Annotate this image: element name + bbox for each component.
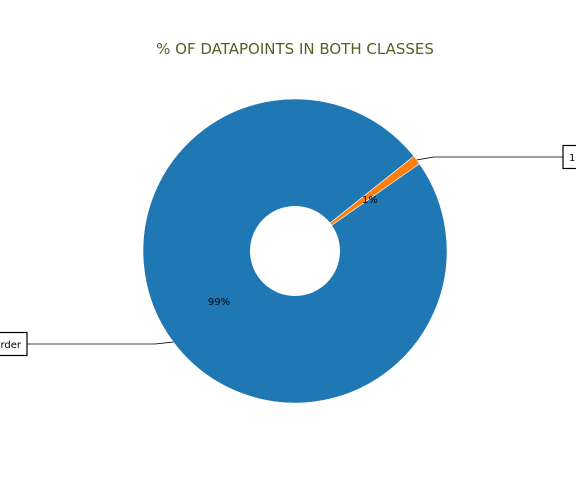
annotation-text-1: 1 [569, 153, 575, 164]
annotation-box-order [0, 331, 28, 357]
annotation-box-1 [562, 144, 576, 170]
chart-title: % OF DATAPOINTS IN BOTH CLASSES [156, 40, 434, 58]
annotation-text-order: order [0, 340, 22, 351]
leader-line-1 [416, 156, 563, 161]
labels-group: 99% 1% order 1 [0, 144, 576, 357]
donut-hole [250, 206, 340, 296]
pct-label-1: 1% [362, 195, 378, 206]
leader-line-order [27, 341, 174, 345]
pct-label-order: 99% [208, 297, 230, 308]
